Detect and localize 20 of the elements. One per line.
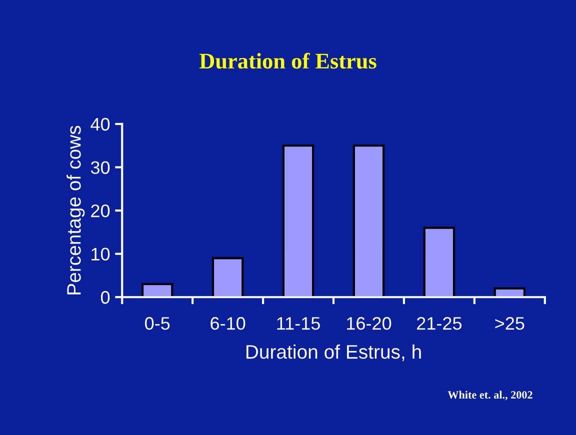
y-tick-label: 40 — [90, 118, 110, 131]
y-tick-label: 30 — [90, 161, 110, 174]
x-axis-title: Duration of Estrus, h — [246, 344, 421, 362]
x-tick-label: 11-15 — [277, 317, 320, 330]
text: White et. al., 2002 — [448, 390, 532, 400]
x-tick-label: 0-5 — [145, 317, 170, 330]
y-tick-label: 20 — [91, 204, 110, 218]
x-tick-label: 16-20 — [347, 317, 392, 330]
bar — [212, 257, 244, 298]
x-tick-label: 6-10 — [210, 317, 246, 330]
bar — [142, 283, 174, 298]
y-tick-label: 0 — [100, 291, 110, 304]
x-tick-label: 21-25 — [417, 317, 462, 330]
chart-title: Duration of Estrus — [200, 52, 376, 69]
y-tick-label: 10 — [92, 248, 110, 261]
bar — [282, 144, 314, 298]
bar — [423, 226, 456, 298]
x-tick-label: >25 — [495, 317, 524, 330]
y-axis-title: Percentage of cows — [66, 126, 85, 294]
bar — [352, 144, 385, 298]
